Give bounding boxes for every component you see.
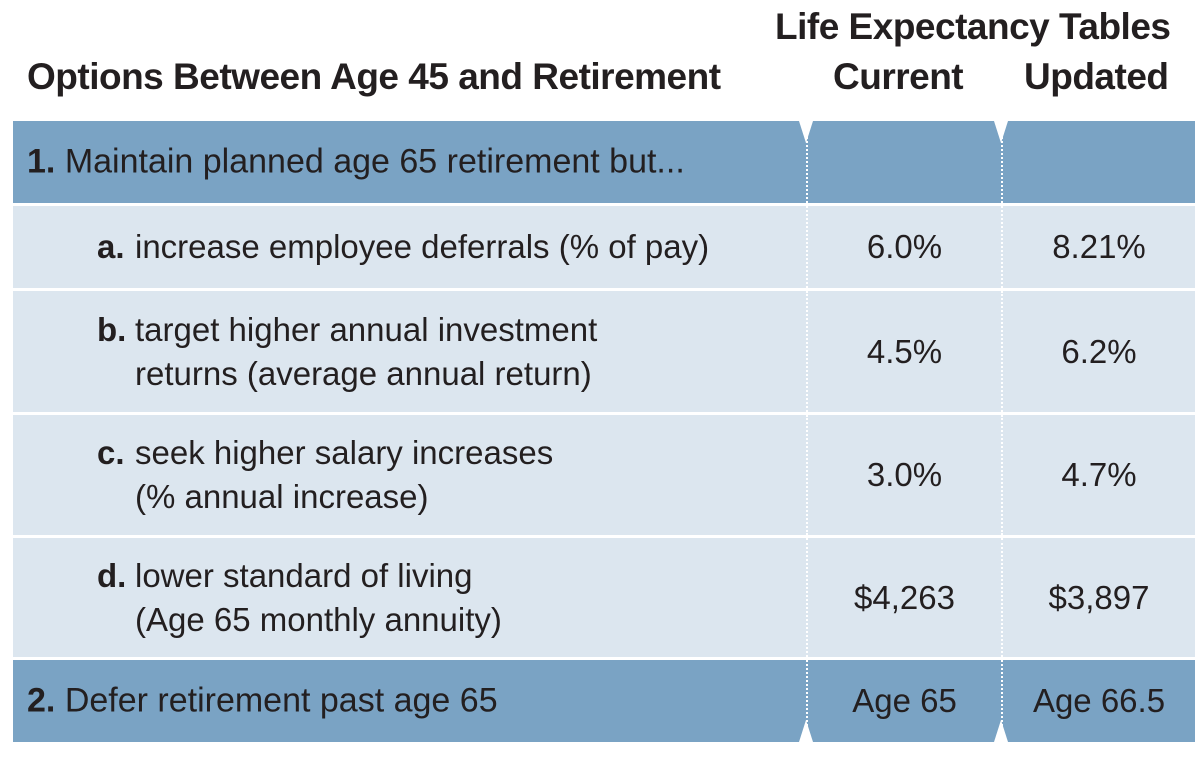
option-b-label-cell: b. target higher annual investment retur… xyxy=(13,291,806,412)
option-c-row: c. seek higher salary increases (% annua… xyxy=(13,412,1195,535)
option-d-updated-cell: $3,897 xyxy=(1001,538,1195,657)
options-table: 1. Maintain planned age 65 retirement bu… xyxy=(13,121,1195,742)
option-b-row: b. target higher annual investment retur… xyxy=(13,288,1195,412)
header-current: Current xyxy=(833,56,964,97)
option-c-current: 3.0% xyxy=(866,456,943,493)
column-divider-notch-1 xyxy=(799,121,813,742)
section-2-updated: Age 66.5 xyxy=(1032,682,1166,719)
option-a-label-cell: a. increase employee deferrals (% of pay… xyxy=(13,206,806,288)
section-1-label: 1. Maintain planned age 65 retirement bu… xyxy=(27,143,685,182)
option-b-current-cell: 4.5% xyxy=(806,291,1001,412)
header-updated: Updated xyxy=(1024,56,1169,97)
option-a-updated: 8.21% xyxy=(1052,228,1146,265)
option-d-line1: lower standard of living xyxy=(135,556,473,594)
section-1-row: 1. Maintain planned age 65 retirement bu… xyxy=(13,121,1195,203)
section-2-text: Defer retirement past age 65 xyxy=(64,681,498,720)
section-2-current-cell: Age 65 xyxy=(806,660,1001,742)
option-d-letter: d. xyxy=(97,556,127,594)
option-a-current: 6.0% xyxy=(866,228,943,265)
option-c-current-cell: 3.0% xyxy=(806,415,1001,535)
section-2-current: Age 65 xyxy=(852,682,957,719)
option-d-label-cell: d. lower standard of living (Age 65 mont… xyxy=(13,538,806,657)
option-a-line1: increase employee deferrals (% of pay) xyxy=(135,228,710,265)
section-1-number: 1. xyxy=(27,142,56,181)
option-c-line1: seek higher salary increases xyxy=(135,434,554,471)
section-1-updated-cell xyxy=(1001,121,1195,203)
option-b-label: b. target higher annual investment retur… xyxy=(97,308,597,396)
option-d-row: d. lower standard of living (Age 65 mont… xyxy=(13,535,1195,657)
option-c-line2: (% annual increase) xyxy=(135,478,429,515)
option-d-current-cell: $4,263 xyxy=(806,538,1001,657)
option-b-letter: b. xyxy=(97,310,127,348)
option-c-letter: c. xyxy=(97,434,125,471)
option-d-updated: $3,897 xyxy=(1048,578,1150,616)
option-a-row: a. increase employee deferrals (% of pay… xyxy=(13,203,1195,288)
section-1-label-cell: 1. Maintain planned age 65 retirement bu… xyxy=(13,121,806,203)
section-2-label: 2. Defer retirement past age 65 xyxy=(27,682,498,721)
option-d-label: d. lower standard of living (Age 65 mont… xyxy=(97,554,502,642)
section-2-number: 2. xyxy=(27,681,56,720)
section-2-label-cell: 2. Defer retirement past age 65 xyxy=(13,660,806,742)
section-2-row: 2. Defer retirement past age 65 Age 65 A… xyxy=(13,657,1195,742)
option-a-current-cell: 6.0% xyxy=(806,206,1001,288)
option-b-updated: 6.2% xyxy=(1061,332,1137,370)
option-c-label: c. seek higher salary increases (% annua… xyxy=(97,431,553,519)
option-c-updated-cell: 4.7% xyxy=(1001,415,1195,535)
option-b-line2: returns (average annual return) xyxy=(135,354,592,392)
column-divider-notch-2 xyxy=(994,121,1008,742)
header-options: Options Between Age 45 and Retirement xyxy=(27,56,721,97)
option-d-current: $4,263 xyxy=(854,578,955,616)
option-d-line2: (Age 65 monthly annuity) xyxy=(135,600,502,638)
option-a-updated-cell: 8.21% xyxy=(1001,206,1195,288)
section-1-current-cell xyxy=(806,121,1001,203)
option-a-label: a. increase employee deferrals (% of pay… xyxy=(97,225,709,269)
option-b-current: 4.5% xyxy=(866,332,943,370)
section-2-updated-cell: Age 66.5 xyxy=(1001,660,1195,742)
section-1-text: Maintain planned age 65 retirement but..… xyxy=(64,142,685,181)
option-b-updated-cell: 6.2% xyxy=(1001,291,1195,412)
option-c-label-cell: c. seek higher salary increases (% annua… xyxy=(13,415,806,535)
option-c-updated: 4.7% xyxy=(1061,456,1137,493)
option-a-letter: a. xyxy=(97,228,125,265)
header-life-expectancy-tables: Life Expectancy Tables xyxy=(775,6,1171,47)
option-b-line1: target higher annual investment xyxy=(135,310,598,348)
